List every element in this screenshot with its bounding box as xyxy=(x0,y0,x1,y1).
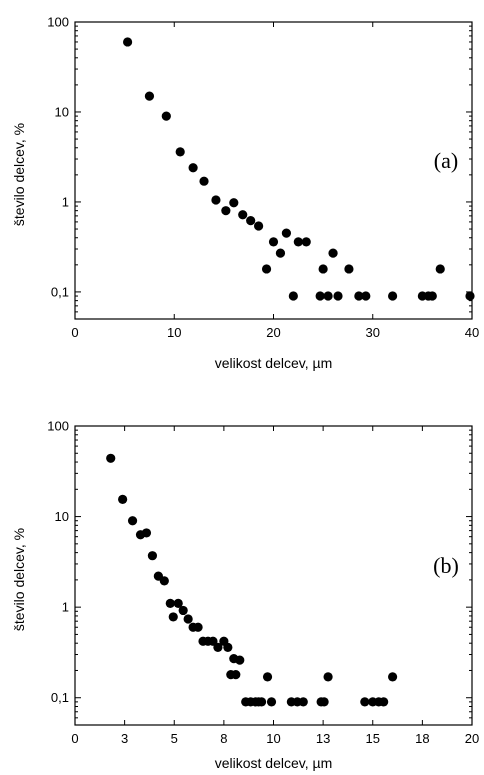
data-point-a-30 xyxy=(428,291,437,300)
data-point-b-34 xyxy=(299,697,308,706)
x-tick-label-b-1: 3 xyxy=(121,731,128,746)
chart-panel-b: 0 3 5 8 10 13 15 18 20 0,1 1 10 100 velikost delcev,… xyxy=(11,419,479,772)
data-point-b-30 xyxy=(263,672,272,681)
x-tick-label-a-1: 10 xyxy=(167,325,181,340)
axis-ticks-b: 0 3 5 8 10 13 15 18 20 0,1 1 10 100 xyxy=(47,419,479,747)
data-point-a-16 xyxy=(289,291,298,300)
data-point-a-7 xyxy=(221,206,230,215)
data-point-a-10 xyxy=(246,216,255,225)
data-point-a-5 xyxy=(199,177,208,186)
data-point-a-19 xyxy=(316,291,325,300)
data-point-b-38 xyxy=(360,697,369,706)
data-point-b-1 xyxy=(118,495,127,504)
data-point-b-36 xyxy=(320,697,329,706)
x-tick-label-b-0: 0 xyxy=(71,731,78,746)
data-point-a-11 xyxy=(254,221,263,230)
data-point-a-1 xyxy=(145,92,154,101)
x-tick-label-b-5: 13 xyxy=(316,731,330,746)
panel-label-a: (a) xyxy=(434,148,458,173)
y-tick-label-a-2: 10 xyxy=(55,104,69,119)
data-point-a-6 xyxy=(211,195,220,204)
x-tick-label-a-3: 30 xyxy=(366,325,380,340)
data-point-b-9 xyxy=(169,612,178,621)
data-point-a-4 xyxy=(189,163,198,172)
y-axis-title-b: število delcev, % xyxy=(11,528,27,631)
data-point-a-13 xyxy=(269,237,278,246)
data-point-a-15 xyxy=(282,229,291,238)
x-tick-label-b-7: 18 xyxy=(415,731,429,746)
y-tick-label-a-1: 1 xyxy=(62,194,69,209)
data-point-a-20 xyxy=(319,264,328,273)
data-point-a-24 xyxy=(344,264,353,273)
data-point-a-3 xyxy=(176,147,185,156)
data-point-b-5 xyxy=(148,551,157,560)
data-point-b-37 xyxy=(323,672,332,681)
panel-label-b: (b) xyxy=(433,553,459,578)
x-tick-label-b-3: 8 xyxy=(220,731,227,746)
x-tick-label-b-2: 5 xyxy=(171,731,178,746)
x-tick-label-a-2: 20 xyxy=(266,325,280,340)
y-tick-label-b-2: 10 xyxy=(55,509,69,524)
plot-frame-a xyxy=(75,22,472,319)
data-point-a-26 xyxy=(361,291,370,300)
data-point-a-32 xyxy=(465,291,474,300)
y-tick-label-a-3: 100 xyxy=(47,15,69,30)
data-point-a-22 xyxy=(328,249,337,258)
x-axis-title-b: velikost delcev, µm xyxy=(215,755,333,771)
data-point-a-12 xyxy=(262,264,271,273)
data-point-b-41 xyxy=(379,697,388,706)
data-point-b-29 xyxy=(257,697,266,706)
y-tick-label-a-0: 0,1 xyxy=(51,284,69,299)
x-axis-title-a: velikost delcev, µm xyxy=(215,355,333,371)
x-tick-label-b-6: 15 xyxy=(366,731,380,746)
data-point-b-24 xyxy=(235,656,244,665)
data-point-a-27 xyxy=(388,291,397,300)
x-tick-label-a-4: 40 xyxy=(465,325,479,340)
data-point-b-23 xyxy=(231,670,240,679)
data-points-b xyxy=(106,454,397,707)
data-point-a-0 xyxy=(123,37,132,46)
data-point-b-8 xyxy=(166,599,175,608)
data-point-a-2 xyxy=(162,111,171,120)
data-point-a-9 xyxy=(238,210,247,219)
data-point-b-7 xyxy=(160,576,169,585)
data-point-a-23 xyxy=(333,291,342,300)
axis-ticks-a: 0 10 20 30 40 0,1 1 10 100 xyxy=(47,15,479,341)
data-point-b-42 xyxy=(388,672,397,681)
data-point-a-8 xyxy=(229,198,238,207)
data-point-a-31 xyxy=(436,264,445,273)
x-tick-label-b-8: 20 xyxy=(465,731,479,746)
data-point-b-0 xyxy=(106,454,115,463)
data-point-b-31 xyxy=(267,697,276,706)
plot-frame-b xyxy=(75,426,472,725)
data-point-b-12 xyxy=(184,614,193,623)
x-tick-label-b-4: 10 xyxy=(266,731,280,746)
data-point-a-17 xyxy=(294,237,303,246)
data-point-b-11 xyxy=(179,606,188,615)
data-point-b-4 xyxy=(142,528,151,537)
x-tick-label-a-0: 0 xyxy=(71,325,78,340)
y-tick-label-b-3: 100 xyxy=(47,419,69,434)
data-point-a-21 xyxy=(323,291,332,300)
data-point-b-14 xyxy=(193,623,202,632)
data-point-a-18 xyxy=(302,237,311,246)
y-axis-title-a: število delcev, % xyxy=(11,123,27,226)
data-point-b-20 xyxy=(223,643,232,652)
data-points-a xyxy=(123,37,475,300)
y-tick-label-b-1: 1 xyxy=(62,600,69,615)
chart-panel-a: 0 10 20 30 40 0,1 1 10 100 velikost delcev, µm š… xyxy=(11,15,479,372)
y-tick-label-b-0: 0,1 xyxy=(51,690,69,705)
data-point-b-2 xyxy=(128,516,137,525)
data-point-a-14 xyxy=(276,249,285,258)
